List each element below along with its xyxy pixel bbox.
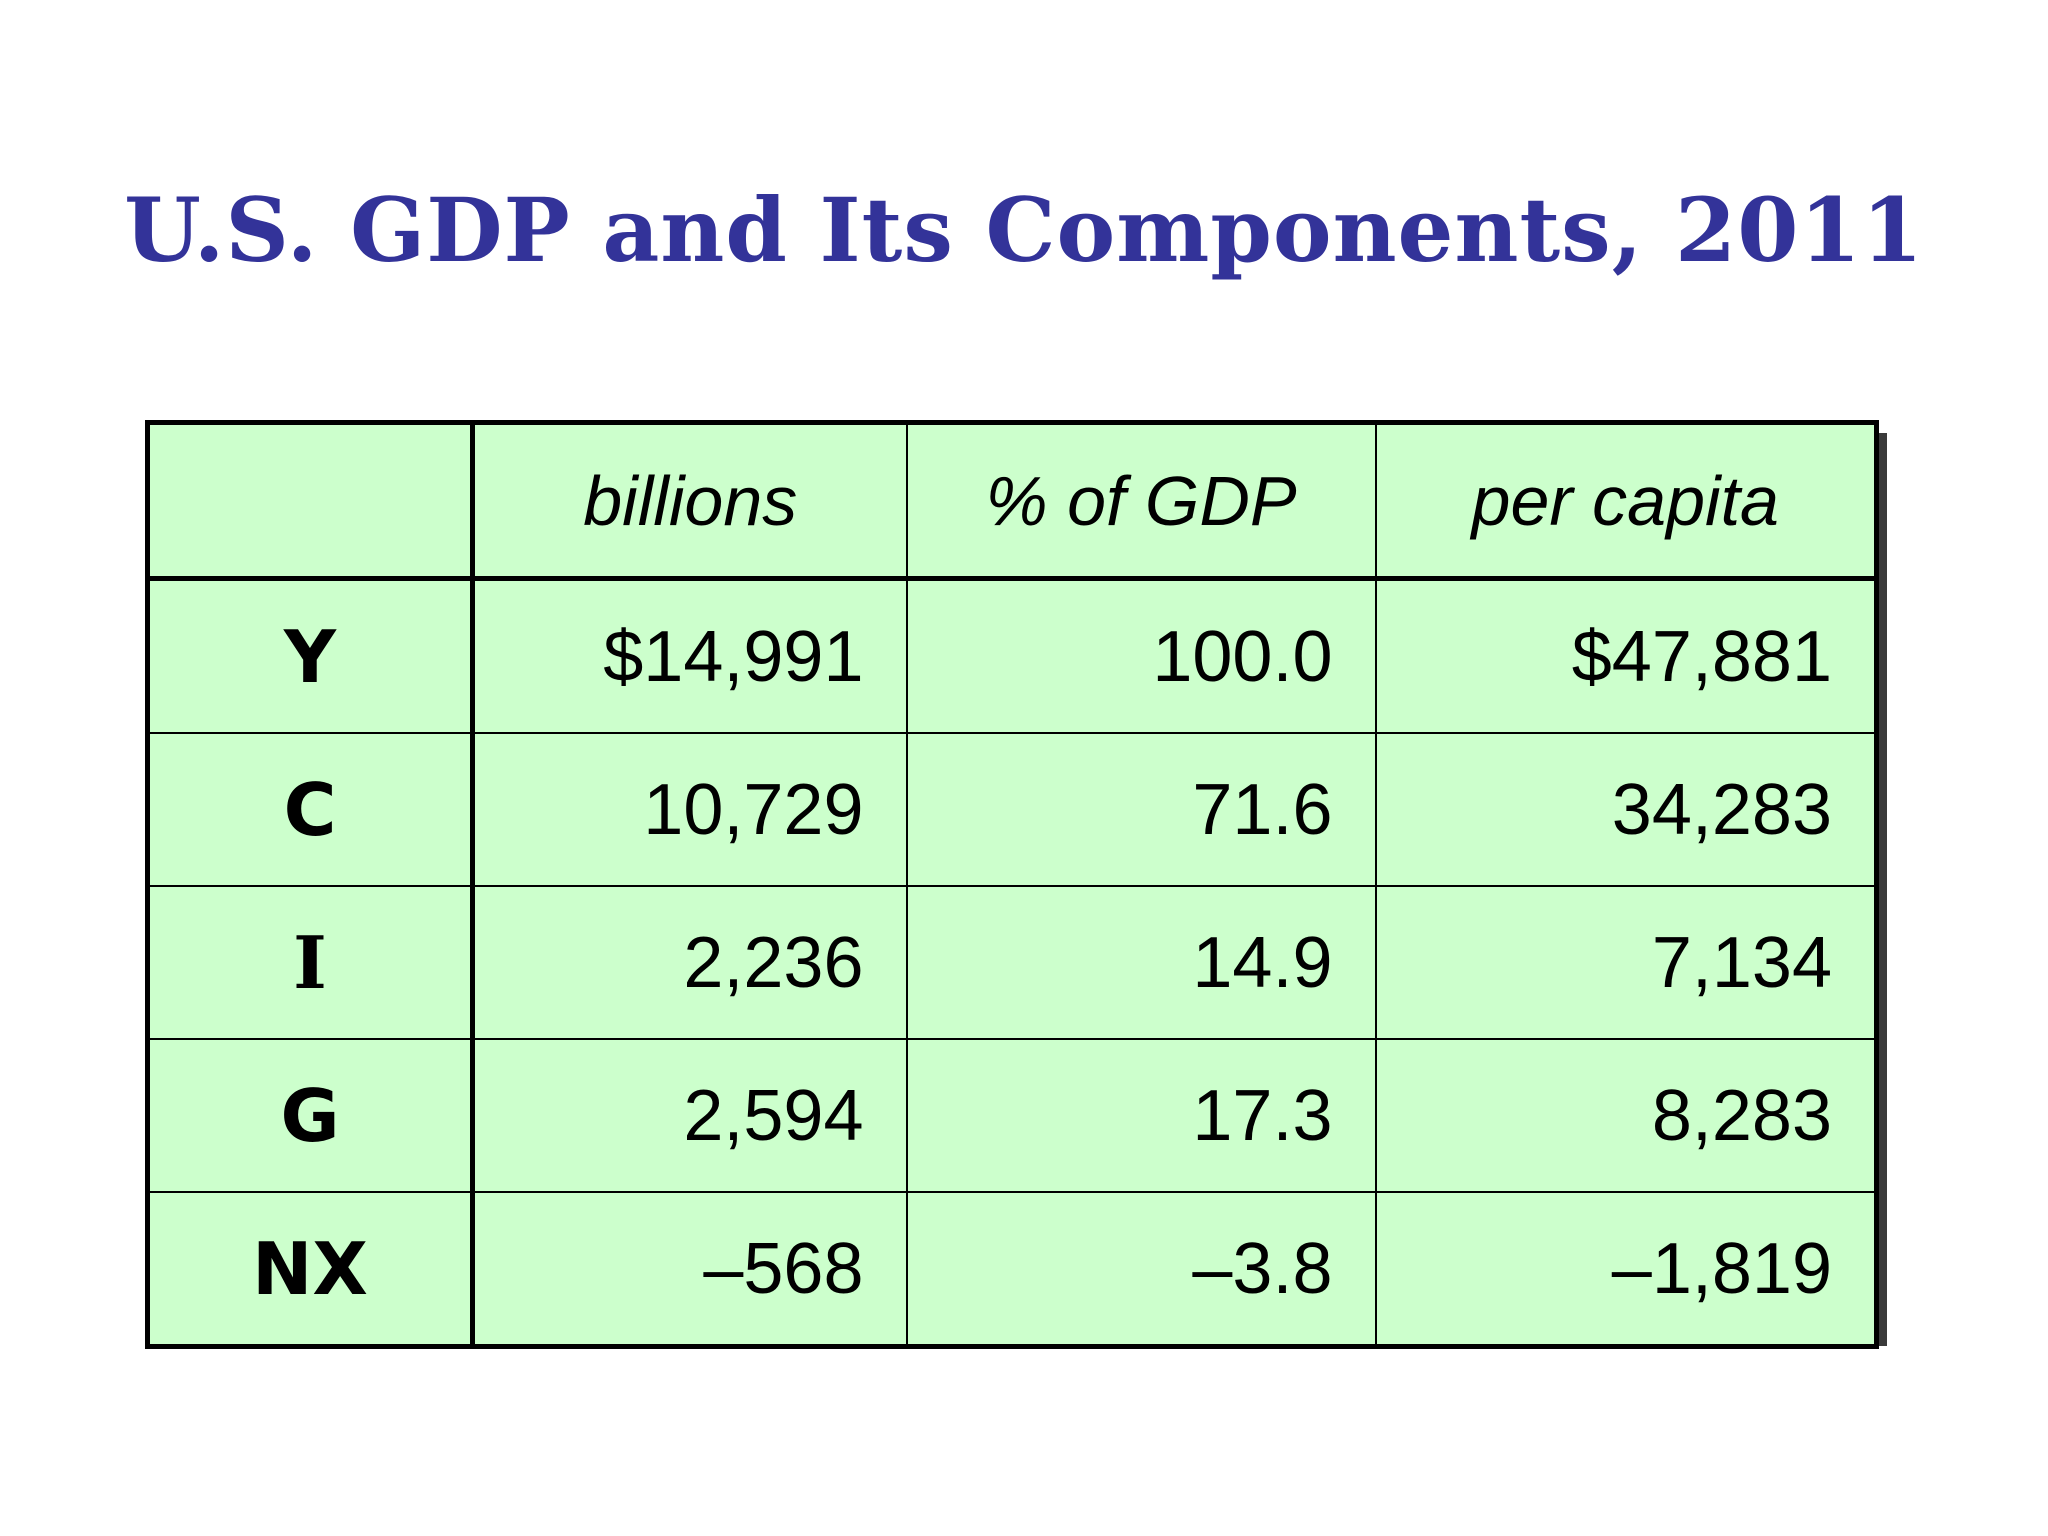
cell-billions: $14,991	[471, 577, 908, 734]
cell-billions: –568	[471, 1191, 908, 1348]
cell-billions: 2,594	[471, 1038, 908, 1193]
page-title: U.S. GDP and Its Components, 2011	[124, 178, 1924, 282]
row-label-g: G	[146, 1038, 475, 1193]
row-label-nx: NX	[146, 1191, 475, 1348]
cell-percent-of-gdp: –3.8	[905, 1191, 1377, 1348]
table-row: G 2,594 17.3 8,283	[146, 1038, 1878, 1193]
cell-percent-of-gdp: 17.3	[905, 1038, 1377, 1193]
table-row: NX –568 –3.8 –1,819	[146, 1191, 1878, 1348]
cell-billions: 10,729	[471, 732, 908, 887]
row-label-y: Y	[146, 577, 475, 734]
table-row: I 2,236 14.9 7,134	[146, 885, 1878, 1040]
table-row: Y $14,991 100.0 $47,881	[146, 577, 1878, 734]
cell-percent-of-gdp: 100.0	[905, 577, 1377, 734]
header-billions: billions	[471, 421, 908, 581]
cell-per-capita: 7,134	[1374, 885, 1878, 1040]
header-percent-of-gdp: % of GDP	[905, 421, 1377, 581]
table-header-row: billions % of GDP per capita	[146, 421, 1878, 581]
row-label-i: I	[146, 885, 475, 1040]
cell-per-capita: 34,283	[1374, 732, 1878, 887]
header-per-capita: per capita	[1374, 421, 1878, 581]
gdp-table: billions % of GDP per capita Y $14,991 1…	[145, 420, 1879, 1349]
cell-per-capita: –1,819	[1374, 1191, 1878, 1348]
table-row: C 10,729 71.6 34,283	[146, 732, 1878, 887]
cell-percent-of-gdp: 14.9	[905, 885, 1377, 1040]
cell-per-capita: 8,283	[1374, 1038, 1878, 1193]
row-label-c: C	[146, 732, 475, 887]
cell-per-capita: $47,881	[1374, 577, 1878, 734]
table-container: billions % of GDP per capita Y $14,991 1…	[145, 420, 1887, 1349]
cell-percent-of-gdp: 71.6	[905, 732, 1377, 887]
cell-billions: 2,236	[471, 885, 908, 1040]
header-corner-cell	[146, 421, 475, 581]
